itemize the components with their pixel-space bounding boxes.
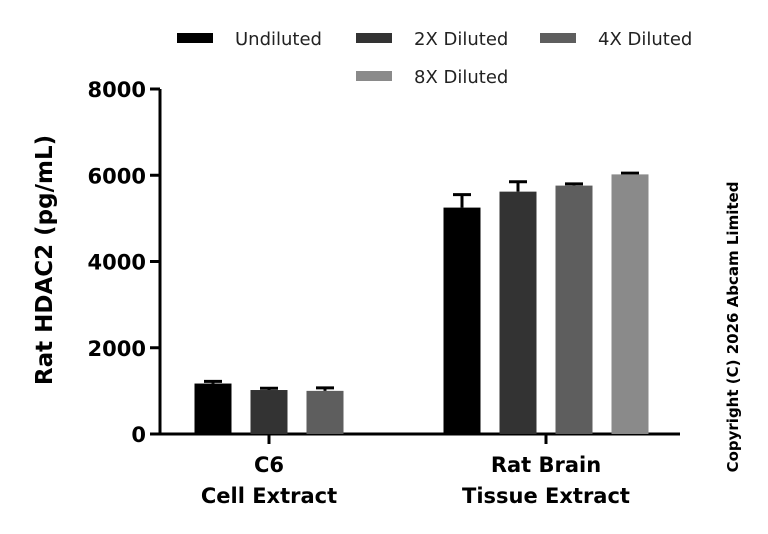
legend-label: 2X Diluted: [414, 29, 508, 50]
bar: [499, 191, 537, 434]
copyright-text: Copyright (C) 2026 Abcam Limited: [724, 182, 742, 473]
y-tick-label: 2000: [88, 337, 146, 361]
bar: [306, 390, 344, 434]
x-tick-label: Rat Brain: [491, 453, 601, 477]
legend-swatch: [177, 33, 213, 43]
y-tick-label: 4000: [88, 251, 146, 275]
bar: [443, 207, 481, 434]
y-tick-label: 8000: [88, 78, 146, 102]
bar: [555, 185, 593, 434]
legend-label: Undiluted: [235, 29, 322, 50]
legend-swatch: [540, 33, 576, 43]
x-tick-label: Tissue Extract: [462, 484, 630, 508]
x-tick-label: C6: [254, 453, 284, 477]
bar: [611, 174, 649, 434]
bars: [194, 171, 649, 434]
legend-label: 4X Diluted: [598, 29, 692, 50]
legend-swatch: [356, 71, 392, 81]
legend: Undiluted 2X Diluted 4X Diluted 8X Diluted: [177, 29, 692, 88]
y-tick-label: 0: [131, 423, 146, 447]
axes: 0 2000 4000 6000 8000 C6 Cell Extract Rat Brain…: [88, 78, 680, 508]
legend-label: 8X Diluted: [414, 67, 508, 88]
legend-swatch: [356, 33, 392, 43]
y-tick-label: 6000: [88, 164, 146, 188]
x-tick-label: Cell Extract: [201, 484, 337, 508]
bar: [194, 383, 232, 434]
bar: [250, 390, 288, 434]
y-axis-label: Rat HDAC2 (pg/mL): [32, 135, 58, 385]
